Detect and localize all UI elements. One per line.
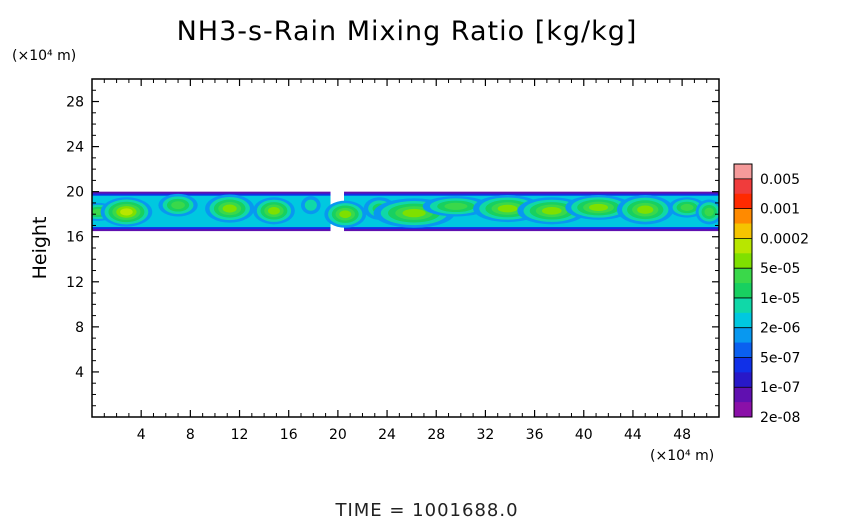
contour-blob — [680, 203, 694, 211]
colorbar-swatch — [734, 387, 752, 403]
colorbar-label: 0.001 — [760, 202, 800, 218]
colorbar-swatch — [734, 357, 752, 373]
x-tick-label: 48 — [673, 427, 691, 443]
x-tick-label: 44 — [624, 427, 642, 443]
x-tick-label: 16 — [280, 427, 298, 443]
colorbar-swatch — [734, 223, 752, 239]
y-tick-label: 12 — [66, 275, 84, 291]
x-tick-label: 32 — [476, 427, 494, 443]
x-axis-units: (×10⁴ m) — [650, 448, 714, 464]
colorbar-swatch — [734, 312, 752, 329]
chart-title: NH3-s-Rain Mixing Ratio [kg/kg] — [177, 16, 638, 47]
contour-blob — [171, 201, 185, 210]
time-footer: TIME = 1001688.0 — [334, 500, 518, 519]
colorbar-swatch — [734, 253, 752, 269]
contour-blob — [497, 204, 518, 213]
x-tick-label: 8 — [186, 427, 195, 443]
y-axis-units: (×10⁴ m) — [12, 48, 76, 64]
colorbar-swatch — [734, 208, 752, 225]
y-tick-label: 4 — [75, 365, 84, 381]
colorbar-swatch — [734, 297, 752, 314]
contour-blob — [704, 207, 714, 217]
y-tick-label: 20 — [66, 185, 84, 201]
colorbar-swatch — [734, 268, 752, 284]
colorbar-label: 1e-05 — [760, 291, 800, 307]
y-tick-label: 28 — [66, 95, 84, 111]
colorbar-swatch — [734, 178, 752, 195]
colorbar: 0.005 0.001 0.0002 5e-05 1e-05 2e-06 5e-07 1e-0… — [733, 163, 809, 426]
y-tick-label: 8 — [75, 320, 84, 336]
mixing-ratio-field — [92, 191, 719, 232]
colorbar-swatch — [734, 283, 752, 299]
colorbar-swatch — [734, 372, 752, 388]
colorbar-swatch — [734, 327, 752, 344]
x-tick-label: 4 — [137, 427, 146, 443]
colorbar-label: 0.005 — [760, 172, 800, 188]
contour-blob — [589, 203, 609, 211]
colorbar-swatch — [734, 342, 752, 358]
colorbar-label: 2e-08 — [760, 410, 800, 426]
colorbar-label: 2e-06 — [760, 321, 800, 337]
x-tick-label: 36 — [526, 427, 544, 443]
contour-blob — [637, 205, 654, 214]
colorbar-label: 5e-05 — [760, 261, 800, 277]
x-tick-label: 12 — [231, 427, 249, 443]
x-tick-label: 24 — [378, 427, 396, 443]
y-axis-label: Height — [29, 217, 51, 280]
colorbar-swatch — [734, 238, 752, 254]
colorbar-label: 0.0002 — [760, 231, 809, 247]
plot-frame — [91, 78, 720, 418]
colorbar-label: 5e-07 — [760, 350, 800, 366]
x-tick-label: 20 — [329, 427, 347, 443]
colorbar-swatch — [734, 164, 752, 180]
contour-blob — [267, 206, 280, 215]
y-tick-label: 16 — [66, 230, 84, 246]
contour-blob — [444, 202, 468, 210]
contour-blob — [222, 204, 237, 213]
colorbar-swatch — [734, 193, 752, 210]
contour-blob — [339, 210, 352, 219]
contour-blob — [304, 199, 317, 211]
x-tick-label: 28 — [427, 427, 445, 443]
contour-blob — [120, 208, 133, 216]
x-tick-label: 40 — [575, 427, 593, 443]
colorbar-swatch — [734, 402, 752, 418]
y-tick-label: 24 — [66, 140, 84, 156]
contour-blob — [541, 206, 562, 215]
colorbar-label: 1e-07 — [760, 380, 800, 396]
contour-blob — [402, 208, 426, 218]
